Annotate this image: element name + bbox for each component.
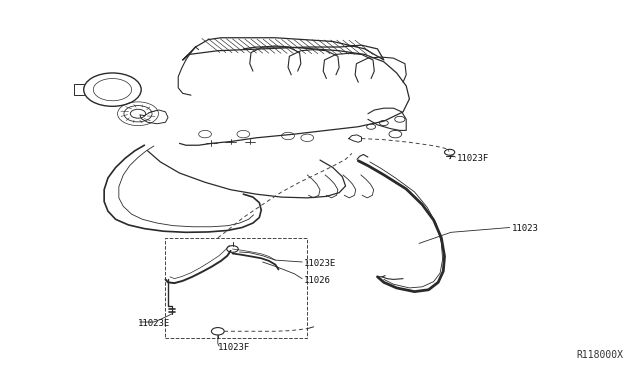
Text: 11023: 11023 bbox=[511, 224, 538, 233]
Text: R118000X: R118000X bbox=[577, 350, 623, 360]
Bar bbox=[166, 238, 307, 338]
Text: 11026: 11026 bbox=[304, 276, 331, 285]
Text: 11023F: 11023F bbox=[218, 343, 250, 352]
Text: 11023F: 11023F bbox=[458, 154, 490, 163]
Text: 11023E: 11023E bbox=[138, 319, 170, 328]
Text: 11023E: 11023E bbox=[304, 259, 336, 268]
